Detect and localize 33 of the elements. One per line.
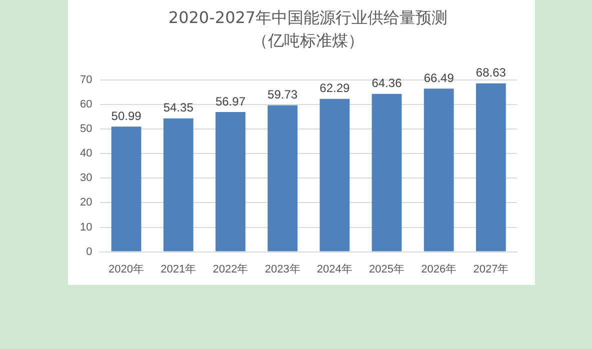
x-tick-label: 2025年 <box>369 263 405 276</box>
x-tick-label: 2020年 <box>108 263 144 276</box>
data-label: 59.73 <box>268 88 298 102</box>
y-tick-label: 50 <box>80 123 92 136</box>
x-tick-label: 2027年 <box>473 263 509 276</box>
bar <box>320 98 350 252</box>
y-tick-label: 20 <box>80 196 92 209</box>
data-label: 56.97 <box>215 94 246 108</box>
data-label: 66.49 <box>424 70 454 85</box>
y-tick-label: 10 <box>80 221 92 234</box>
y-tick-label: 70 <box>80 74 92 86</box>
data-label: 64.36 <box>372 76 402 90</box>
y-tick-label: 0 <box>86 246 92 258</box>
y-tick-label: 40 <box>80 148 92 160</box>
x-tick-label: 2023年 <box>264 263 300 276</box>
data-label: 50.99 <box>111 108 142 123</box>
data-label: 62.29 <box>320 81 350 96</box>
bar <box>372 94 402 252</box>
x-tick-label: 2022年 <box>212 263 248 276</box>
bar <box>111 126 142 252</box>
x-tick-label: 2026年 <box>421 263 457 276</box>
data-label: 68.63 <box>476 66 506 80</box>
bar <box>268 105 298 252</box>
bar <box>216 112 246 252</box>
bar <box>476 83 506 252</box>
x-tick-label: 2024年 <box>316 263 352 276</box>
bar <box>424 88 454 252</box>
data-label: 54.35 <box>163 100 194 115</box>
bar <box>163 118 194 252</box>
y-tick-label: 60 <box>80 98 92 111</box>
x-tick-label: 2021年 <box>160 263 196 276</box>
chart-title: 2020-2027年中国能源行业供给量预测（亿吨标准煤） <box>167 7 449 52</box>
y-tick-label: 30 <box>80 172 92 184</box>
